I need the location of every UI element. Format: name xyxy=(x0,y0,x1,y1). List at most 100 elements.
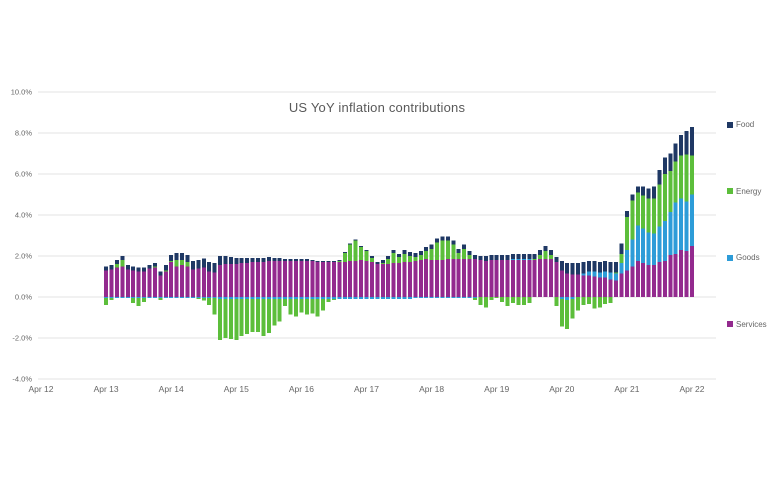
bar-segment-services xyxy=(483,261,488,298)
bar-segment-services xyxy=(125,269,130,297)
bar-segment-services xyxy=(136,271,141,298)
bar-segment-food xyxy=(662,157,667,174)
bar-segment-services xyxy=(494,260,499,297)
bar-segment-energy xyxy=(668,170,673,212)
bar-segment-goods xyxy=(624,249,629,271)
bar-segment-food xyxy=(223,256,228,265)
bar-segment-services xyxy=(505,260,510,297)
bar-segment-services xyxy=(624,270,629,297)
bar-segment-services xyxy=(299,261,304,298)
bar-segment-energy xyxy=(614,272,619,274)
bar-segment-energy xyxy=(152,266,157,268)
bar-segment-services xyxy=(391,263,396,297)
bar-segment-food xyxy=(342,251,347,253)
bar-segment-food xyxy=(152,263,157,267)
bar-segment-goods xyxy=(190,297,195,299)
bar-segment-goods xyxy=(679,198,684,250)
bar-segment-services xyxy=(245,263,250,297)
bar-segment-services xyxy=(451,259,456,297)
bar-segment-goods xyxy=(386,297,391,300)
bar-segment-energy xyxy=(304,299,309,315)
bar-segment-goods xyxy=(169,297,174,299)
bar-segment-services xyxy=(142,271,147,298)
bar-segment-food xyxy=(245,258,250,264)
bar-segment-energy xyxy=(690,155,694,195)
bar-segment-services xyxy=(266,261,271,298)
bar-segment-food xyxy=(407,251,412,256)
bar-segment-services xyxy=(283,261,288,298)
bar-segment-goods xyxy=(435,297,440,299)
bar-segment-goods xyxy=(315,297,320,300)
bar-segment-goods xyxy=(158,297,163,299)
bar-segment-services xyxy=(169,262,174,297)
bar-segment-services xyxy=(353,261,358,298)
bar-segment-goods xyxy=(218,297,223,300)
legend-item-food: Food xyxy=(727,120,754,129)
bar-segment-food xyxy=(483,256,488,262)
bar-segment-food xyxy=(565,263,570,274)
bar-segment-services xyxy=(467,259,472,297)
bar-segment-goods xyxy=(250,297,255,300)
bar-segment-services xyxy=(532,260,537,297)
bar-segment-food xyxy=(397,253,402,258)
bar-segment-food xyxy=(386,256,391,260)
bar-segment-services xyxy=(690,245,694,297)
bar-segment-food xyxy=(576,263,581,275)
bar-segment-goods xyxy=(614,273,619,281)
bar-segment-services xyxy=(272,261,277,298)
bar-segment-goods xyxy=(272,297,277,300)
bar-segment-goods xyxy=(104,297,109,299)
bar-segment-goods xyxy=(261,297,266,300)
bar-segment-food xyxy=(435,238,440,243)
bar-segment-services xyxy=(180,265,185,297)
bar-segment-energy xyxy=(342,252,347,263)
bar-segment-services xyxy=(510,260,515,297)
bar-segment-food xyxy=(174,252,179,261)
bar-segment-food xyxy=(283,259,288,262)
bar-segment-services xyxy=(456,259,461,297)
bar-segment-food xyxy=(592,261,597,272)
bar-segment-goods xyxy=(310,297,315,300)
bar-segment-energy xyxy=(500,297,505,303)
bar-segment-food xyxy=(304,259,309,262)
bar-segment-goods xyxy=(407,297,412,300)
y-axis-tick-label: -2.0% xyxy=(12,334,32,343)
bar-segment-energy xyxy=(218,299,223,341)
bar-segment-energy xyxy=(223,299,228,338)
bar-segment-services xyxy=(256,262,260,297)
bar-segment-services xyxy=(131,270,136,297)
bar-segment-energy xyxy=(543,250,548,260)
y-axis-tick-label: 2.0% xyxy=(15,252,32,261)
y-axis-tick-label: 10.0% xyxy=(11,88,33,97)
bar-segment-energy xyxy=(559,299,564,327)
bar-segment-energy xyxy=(114,264,119,268)
bar-segment-food xyxy=(310,260,315,262)
bar-segment-energy xyxy=(407,256,412,263)
legend-swatch-food xyxy=(727,121,733,128)
bar-segment-goods xyxy=(467,297,472,299)
bar-segment-food xyxy=(228,257,233,265)
bar-segment-food xyxy=(131,266,136,271)
bar-segment-goods xyxy=(581,273,586,276)
bar-segment-food xyxy=(494,254,499,261)
bar-segment-goods xyxy=(180,297,185,299)
bar-segment-services xyxy=(641,263,646,297)
bar-segment-goods xyxy=(348,297,353,300)
bar-segment-food xyxy=(272,258,277,262)
bar-segment-services xyxy=(635,261,640,298)
bar-segment-food xyxy=(451,240,456,245)
bar-segment-goods xyxy=(597,272,602,278)
bar-segment-services xyxy=(348,261,353,298)
bar-segment-energy xyxy=(239,299,244,336)
bar-segment-goods xyxy=(201,297,206,299)
bar-segment-services xyxy=(570,274,575,297)
x-axis-tick-label: Apr 13 xyxy=(94,384,119,394)
bar-segment-energy xyxy=(277,299,282,322)
bar-segment-goods xyxy=(277,297,282,300)
bar-segment-energy xyxy=(201,298,206,301)
bar-segment-food xyxy=(603,261,608,272)
bar-segment-energy xyxy=(169,261,174,263)
bar-segment-energy xyxy=(581,297,586,306)
bar-segment-food xyxy=(136,267,141,272)
